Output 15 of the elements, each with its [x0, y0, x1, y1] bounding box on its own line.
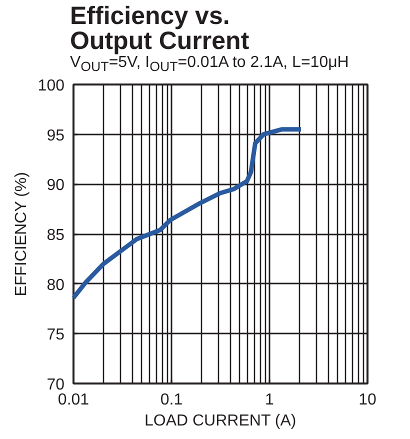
y-tick-label: 75 [46, 326, 65, 344]
y-tick-label: 95 [46, 127, 65, 144]
chart-subtitle: V$_{OUT}$=5V, I$_{OUT}$=0.01A to 2.1A, L=10μH [70, 54, 349, 76]
x-tick-label: 0.1 [160, 392, 183, 408]
x-tick-label: 0.01 [58, 392, 90, 408]
y-tick-label: 70 [46, 376, 65, 394]
y-tick-label: 80 [46, 276, 65, 294]
x-axis-title: LOAD CURRENT (A) [144, 412, 296, 430]
chart-title: Efficiency vs. Output Current [70, 2, 250, 55]
y-tick-label: 90 [46, 177, 65, 194]
y-tick-label: 85 [46, 227, 65, 244]
y-tick-label: 100 [38, 78, 65, 94]
x-tick-label: 1 [265, 392, 274, 408]
x-tick-label: 10 [358, 392, 376, 408]
y-axis-title: EFFICIENCY (%) [12, 172, 30, 296]
